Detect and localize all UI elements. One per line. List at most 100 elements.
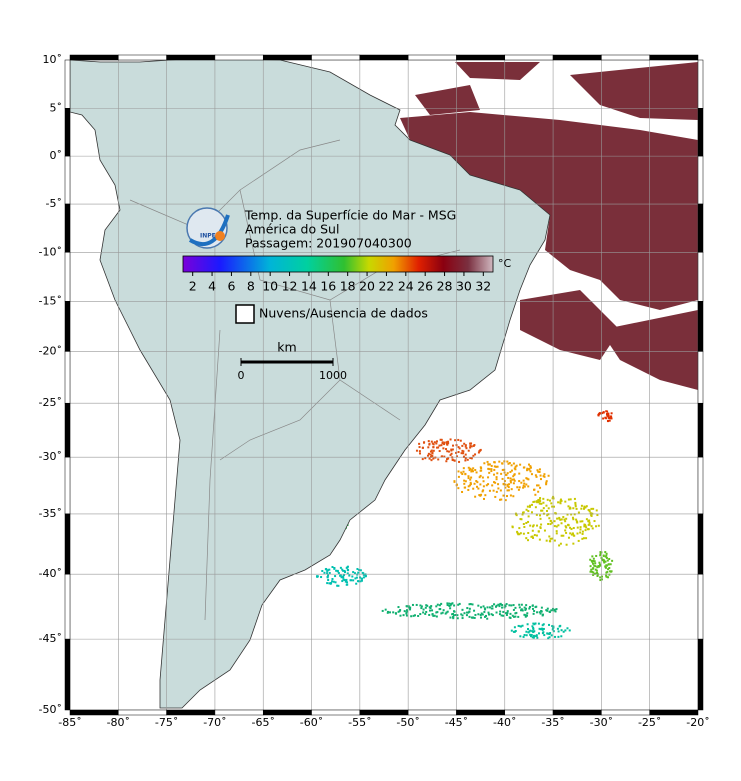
sst-pixel — [439, 438, 442, 441]
lat-label: 0˚ — [50, 149, 63, 162]
frame-segment — [118, 54, 167, 61]
sst-pixel — [483, 607, 486, 610]
sst-pixel — [326, 575, 329, 578]
sst-pixel — [429, 450, 432, 453]
frame-segment — [601, 709, 650, 716]
colorbar-tick-label: 24 — [398, 279, 414, 294]
sst-pixel — [464, 457, 467, 460]
sst-pixel — [458, 447, 461, 450]
frame-segment — [311, 54, 361, 61]
sst-pixel — [507, 489, 510, 492]
sst-pixel — [440, 444, 443, 447]
frame-segment — [64, 402, 71, 458]
sst-pixel — [575, 507, 578, 510]
sst-pixel — [485, 484, 488, 487]
sst-pixel — [581, 532, 584, 535]
sst-pixel — [579, 520, 582, 523]
sst-pixel — [569, 526, 572, 529]
sst-pixel — [554, 610, 557, 613]
sst-pixel — [327, 569, 330, 572]
sst-pixel — [473, 443, 476, 446]
sst-pixel — [526, 505, 529, 508]
sst-pixel — [607, 412, 610, 415]
sst-pixel — [517, 624, 520, 627]
sst-pixel — [540, 610, 543, 613]
sst-pixel — [461, 473, 464, 476]
frame-segment — [214, 54, 264, 61]
sst-pixel — [507, 462, 510, 465]
sst-pixel — [469, 442, 472, 445]
lon-label: -30˚ — [590, 716, 613, 729]
sst-pixel — [522, 523, 525, 526]
sst-pixel — [336, 570, 339, 573]
sst-pixel — [537, 490, 540, 493]
sst-pixel — [605, 574, 608, 577]
sst-pixel — [572, 532, 575, 535]
sst-pixel — [419, 613, 422, 616]
sst-pixel — [524, 615, 527, 618]
sst-pixel — [593, 564, 596, 567]
lat-label: -35˚ — [39, 507, 62, 520]
sst-pixel — [424, 606, 427, 609]
frame-segment — [64, 513, 71, 575]
sst-pixel — [579, 531, 582, 534]
sst-pixel — [525, 537, 528, 540]
sst-pixel — [470, 470, 473, 473]
sst-pixel — [461, 614, 464, 617]
sst-pixel — [330, 582, 333, 585]
sst-pixel — [610, 412, 613, 415]
frame-segment — [649, 709, 699, 716]
sst-pixel — [418, 446, 421, 449]
sst-pixel — [550, 634, 553, 637]
sst-pixel — [598, 563, 601, 566]
sst-pixel — [560, 534, 563, 537]
sst-pixel — [459, 439, 462, 442]
sst-pixel — [541, 624, 544, 627]
sst-pixel — [584, 506, 587, 509]
colorbar — [182, 255, 494, 273]
sst-pixel — [536, 484, 539, 487]
sst-pixel — [449, 604, 452, 607]
sst-pixel — [581, 530, 584, 533]
sst-pixel — [500, 472, 503, 475]
sst-pixel — [348, 574, 351, 577]
sst-pixel — [540, 523, 543, 526]
frame-segment — [64, 456, 71, 515]
sst-pixel — [488, 489, 491, 492]
sst-pixel — [538, 470, 541, 473]
sst-pixel — [537, 470, 540, 473]
sst-pixel — [565, 517, 568, 520]
frame-segment — [69, 54, 119, 61]
sst-pixel — [602, 417, 605, 420]
sst-pixel — [477, 613, 480, 616]
sst-pixel — [518, 486, 521, 489]
sst-pixel — [466, 607, 469, 610]
sst-pixel — [465, 447, 468, 450]
sst-pixel — [490, 613, 493, 616]
sst-pixel — [484, 615, 487, 618]
sst-pixel — [522, 511, 525, 514]
sst-pixel — [474, 495, 477, 498]
sst-pixel — [532, 628, 535, 631]
frame-segment — [64, 252, 71, 302]
sst-pixel — [479, 614, 482, 617]
sst-pixel — [564, 629, 567, 632]
sst-pixel — [549, 631, 552, 634]
sst-pixel — [457, 470, 460, 473]
sst-pixel — [593, 572, 596, 575]
sst-pixel — [560, 518, 563, 521]
sst-pixel — [519, 532, 522, 535]
sst-pixel — [486, 606, 489, 609]
sst-pixel — [457, 487, 460, 490]
colorbar-tick-label: 22 — [378, 279, 394, 294]
sst-pixel — [531, 529, 534, 532]
sst-pixel — [487, 467, 490, 470]
sst-pixel — [599, 564, 602, 567]
colorbar-unit: °C — [498, 257, 512, 270]
sst-pixel — [413, 614, 416, 617]
sst-pixel — [362, 573, 365, 576]
frame-segment — [359, 54, 409, 61]
sst-pixel — [516, 486, 519, 489]
sst-pixel — [469, 446, 472, 449]
sst-pixel — [467, 611, 470, 614]
